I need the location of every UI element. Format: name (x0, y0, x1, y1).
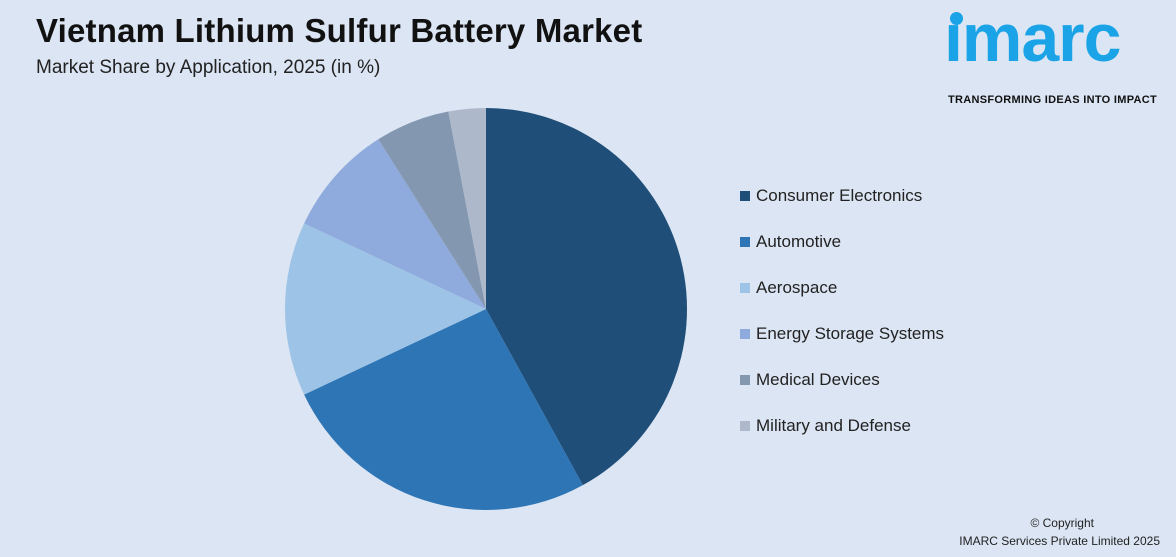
legend-swatch (740, 329, 750, 339)
legend-item: Medical Devices (740, 370, 944, 416)
legend-swatch (740, 421, 750, 431)
legend-item: Aerospace (740, 278, 944, 324)
legend-label: Energy Storage Systems (756, 324, 945, 343)
pie-slice-military-and-defense (448, 108, 486, 309)
copyright-text: © Copyright (1030, 516, 1094, 530)
legend-label: Medical Devices (756, 370, 880, 389)
legend-item: Military and Defense (740, 416, 944, 462)
legend-item: Energy Storage Systems (740, 324, 944, 370)
pie-slice-energy-storage-systems (304, 139, 486, 309)
chart-subtitle: Market Share by Application, 2025 (in %) (36, 57, 381, 78)
logo-dot-icon (950, 12, 963, 25)
legend-swatch (740, 237, 750, 247)
legend-label: Consumer Electronics (756, 186, 923, 205)
pie-slice-aerospace (285, 223, 486, 395)
legend-swatch (740, 191, 750, 201)
legend-item: Consumer Electronics (740, 186, 944, 232)
company-text: IMARC Services Private Limited 2025 (959, 534, 1160, 548)
pie-slice-automotive (304, 309, 583, 511)
legend-label: Military and Defense (756, 416, 911, 435)
legend-swatch (740, 283, 750, 293)
pie-slice-consumer-electronics (486, 108, 688, 486)
legend-swatch (740, 375, 750, 385)
chart-legend: Consumer Electronics Automotive Aerospace E… (740, 186, 944, 462)
logo-wordmark: ımarc (944, 0, 1121, 76)
legend-label: Aerospace (756, 278, 838, 297)
chart-title: Vietnam Lithium Sulfur Battery Market (36, 12, 643, 49)
legend-label: Automotive (756, 232, 842, 251)
imarc-logo: ımarc TRANSFORMING IDEAS INTO IMPACT (944, 4, 1170, 110)
logo-tagline: TRANSFORMING IDEAS INTO IMPACT (948, 94, 1158, 106)
pie-slice-medical-devices (378, 111, 486, 309)
legend-item: Automotive (740, 232, 944, 278)
